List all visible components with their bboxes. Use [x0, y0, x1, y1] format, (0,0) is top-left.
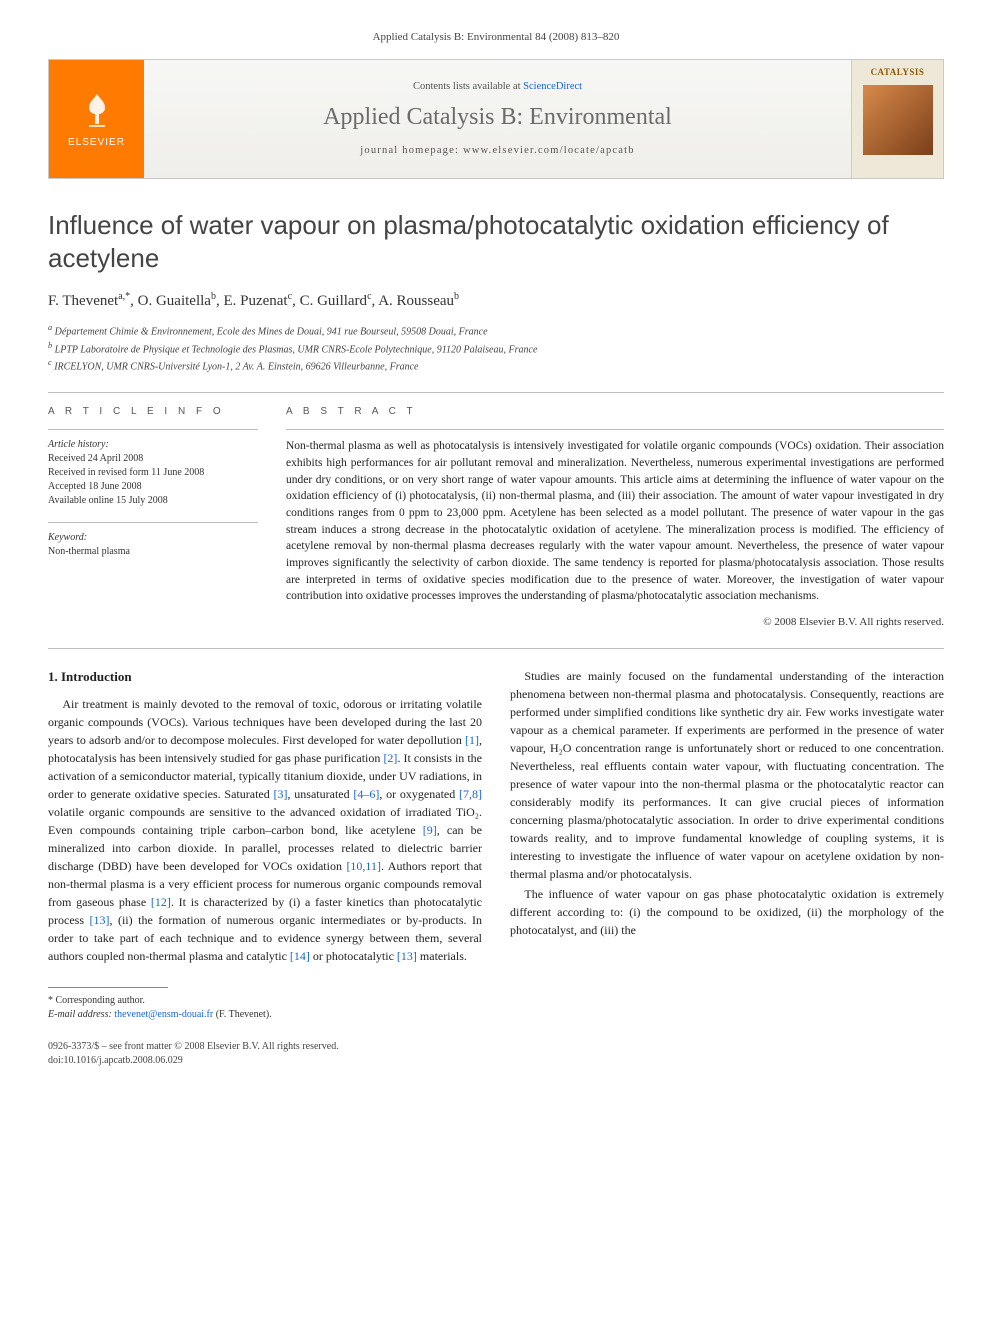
publisher-name: ELSEVIER — [68, 136, 125, 150]
corresponding-footnote: * Corresponding author. E-mail address: … — [48, 987, 944, 1022]
contents-prefix: Contents lists available at — [413, 81, 523, 92]
author: F. Theveneta,* — [48, 293, 130, 309]
issn-copyright-line: 0926-3373/$ – see front matter © 2008 El… — [48, 1040, 944, 1054]
history-item: Accepted 18 June 2008 — [48, 480, 258, 494]
article-history: Article history: Received 24 April 2008 … — [48, 438, 258, 508]
affiliation: a Département Chimie & Environnement, Ec… — [48, 322, 944, 339]
keyword-item: Non-thermal plasma — [48, 545, 258, 559]
ref-link[interactable]: [3] — [274, 787, 288, 801]
email-line: E-mail address: thevenet@ensm-douai.fr (… — [48, 1008, 944, 1022]
rule-top — [48, 392, 944, 393]
article-title: Influence of water vapour on plasma/phot… — [48, 209, 944, 274]
abstract-text: Non-thermal plasma as well as photocatal… — [286, 438, 944, 605]
doi-line: doi:10.1016/j.apcatb.2008.06.029 — [48, 1054, 944, 1068]
text: , or oxygenated — [379, 787, 459, 801]
section-heading: 1. Introduction — [48, 667, 482, 687]
para-1: Air treatment is mainly devoted to the r… — [48, 695, 482, 965]
article-info-heading: A R T I C L E I N F O — [48, 405, 258, 419]
homepage-line: journal homepage: www.elsevier.com/locat… — [360, 144, 634, 159]
affiliation: b LPTP Laboratoire de Physique et Techno… — [48, 340, 944, 357]
text: Air treatment is mainly devoted to the r… — [48, 697, 482, 747]
page-footer: 0926-3373/$ – see front matter © 2008 El… — [48, 1040, 944, 1068]
history-item: Received in revised form 11 June 2008 — [48, 466, 258, 480]
ref-link[interactable]: [13] — [89, 913, 109, 927]
affiliation: c IRCELYON, UMR CNRS-Université Lyon-1, … — [48, 357, 944, 374]
article-info: A R T I C L E I N F O Article history: R… — [48, 405, 258, 630]
text: , unsaturated — [288, 787, 354, 801]
email-suffix: (F. Thevenet). — [213, 1009, 271, 1020]
author-email-link[interactable]: thevenet@ensm-douai.fr — [114, 1009, 213, 1020]
cover-title: CATALYSIS — [871, 66, 925, 79]
corresponding-author: * Corresponding author. — [48, 994, 944, 1008]
publisher-logo: ELSEVIER — [49, 60, 144, 178]
sciencedirect-link[interactable]: ScienceDirect — [523, 81, 582, 92]
abstract: A B S T R A C T Non-thermal plasma as we… — [286, 405, 944, 630]
journal-title-banner: Applied Catalysis B: Environmental — [323, 101, 672, 135]
ref-link[interactable]: [1] — [465, 733, 479, 747]
abstract-copyright: © 2008 Elsevier B.V. All rights reserved… — [286, 615, 944, 630]
info-abstract-row: A R T I C L E I N F O Article history: R… — [48, 405, 944, 630]
ref-link[interactable]: [14] — [290, 949, 310, 963]
ref-link[interactable]: [2] — [383, 751, 397, 765]
author: C. Guillardc — [300, 293, 372, 309]
cover-thumbnail: CATALYSIS — [851, 60, 943, 178]
abs-rule — [286, 429, 944, 430]
author: A. Rousseaub — [378, 293, 459, 309]
history-item: Received 24 April 2008 — [48, 452, 258, 466]
history-label: Article history: — [48, 438, 258, 452]
ref-link[interactable]: [7,8] — [459, 787, 482, 801]
keywords-block: Keyword: Non-thermal plasma — [48, 531, 258, 559]
article-body: 1. Introduction Air treatment is mainly … — [48, 667, 944, 965]
homepage-url[interactable]: www.elsevier.com/locate/apcatb — [463, 145, 635, 156]
footnote-rule — [48, 987, 168, 988]
cover-image-placeholder — [863, 85, 933, 155]
ref-link[interactable]: [10,11] — [346, 859, 381, 873]
banner-center: Contents lists available at ScienceDirec… — [144, 60, 851, 178]
para-3: The influence of water vapour on gas pha… — [510, 885, 944, 939]
keyword-label: Keyword: — [48, 531, 258, 545]
text: volatile organic compounds are sensitive… — [48, 805, 482, 837]
para-2: Studies are mainly focused on the fundam… — [510, 667, 944, 883]
ref-link[interactable]: [9] — [423, 823, 437, 837]
journal-banner: ELSEVIER Contents lists available at Sci… — [48, 59, 944, 179]
ref-link[interactable]: [13] — [397, 949, 417, 963]
text: materials. — [417, 949, 467, 963]
info-rule — [48, 429, 258, 430]
email-label: E-mail address: — [48, 1009, 114, 1020]
contents-lists-line: Contents lists available at ScienceDirec… — [413, 80, 582, 95]
abstract-heading: A B S T R A C T — [286, 405, 944, 419]
affiliations: a Département Chimie & Environnement, Ec… — [48, 322, 944, 374]
author: E. Puzenatc — [223, 293, 292, 309]
running-header: Applied Catalysis B: Environmental 84 (2… — [48, 30, 944, 45]
text: or photocatalytic — [310, 949, 397, 963]
rule-bottom — [48, 648, 944, 649]
author: O. Guaitellab — [138, 293, 216, 309]
ref-link[interactable]: [4–6] — [353, 787, 379, 801]
homepage-prefix: journal homepage: — [360, 145, 463, 156]
elsevier-tree-icon — [75, 88, 119, 132]
ref-link[interactable]: [12] — [151, 895, 171, 909]
info-rule-2 — [48, 522, 258, 523]
history-item: Available online 15 July 2008 — [48, 494, 258, 508]
author-list: F. Theveneta,*, O. Guaitellab, E. Puzena… — [48, 290, 944, 312]
